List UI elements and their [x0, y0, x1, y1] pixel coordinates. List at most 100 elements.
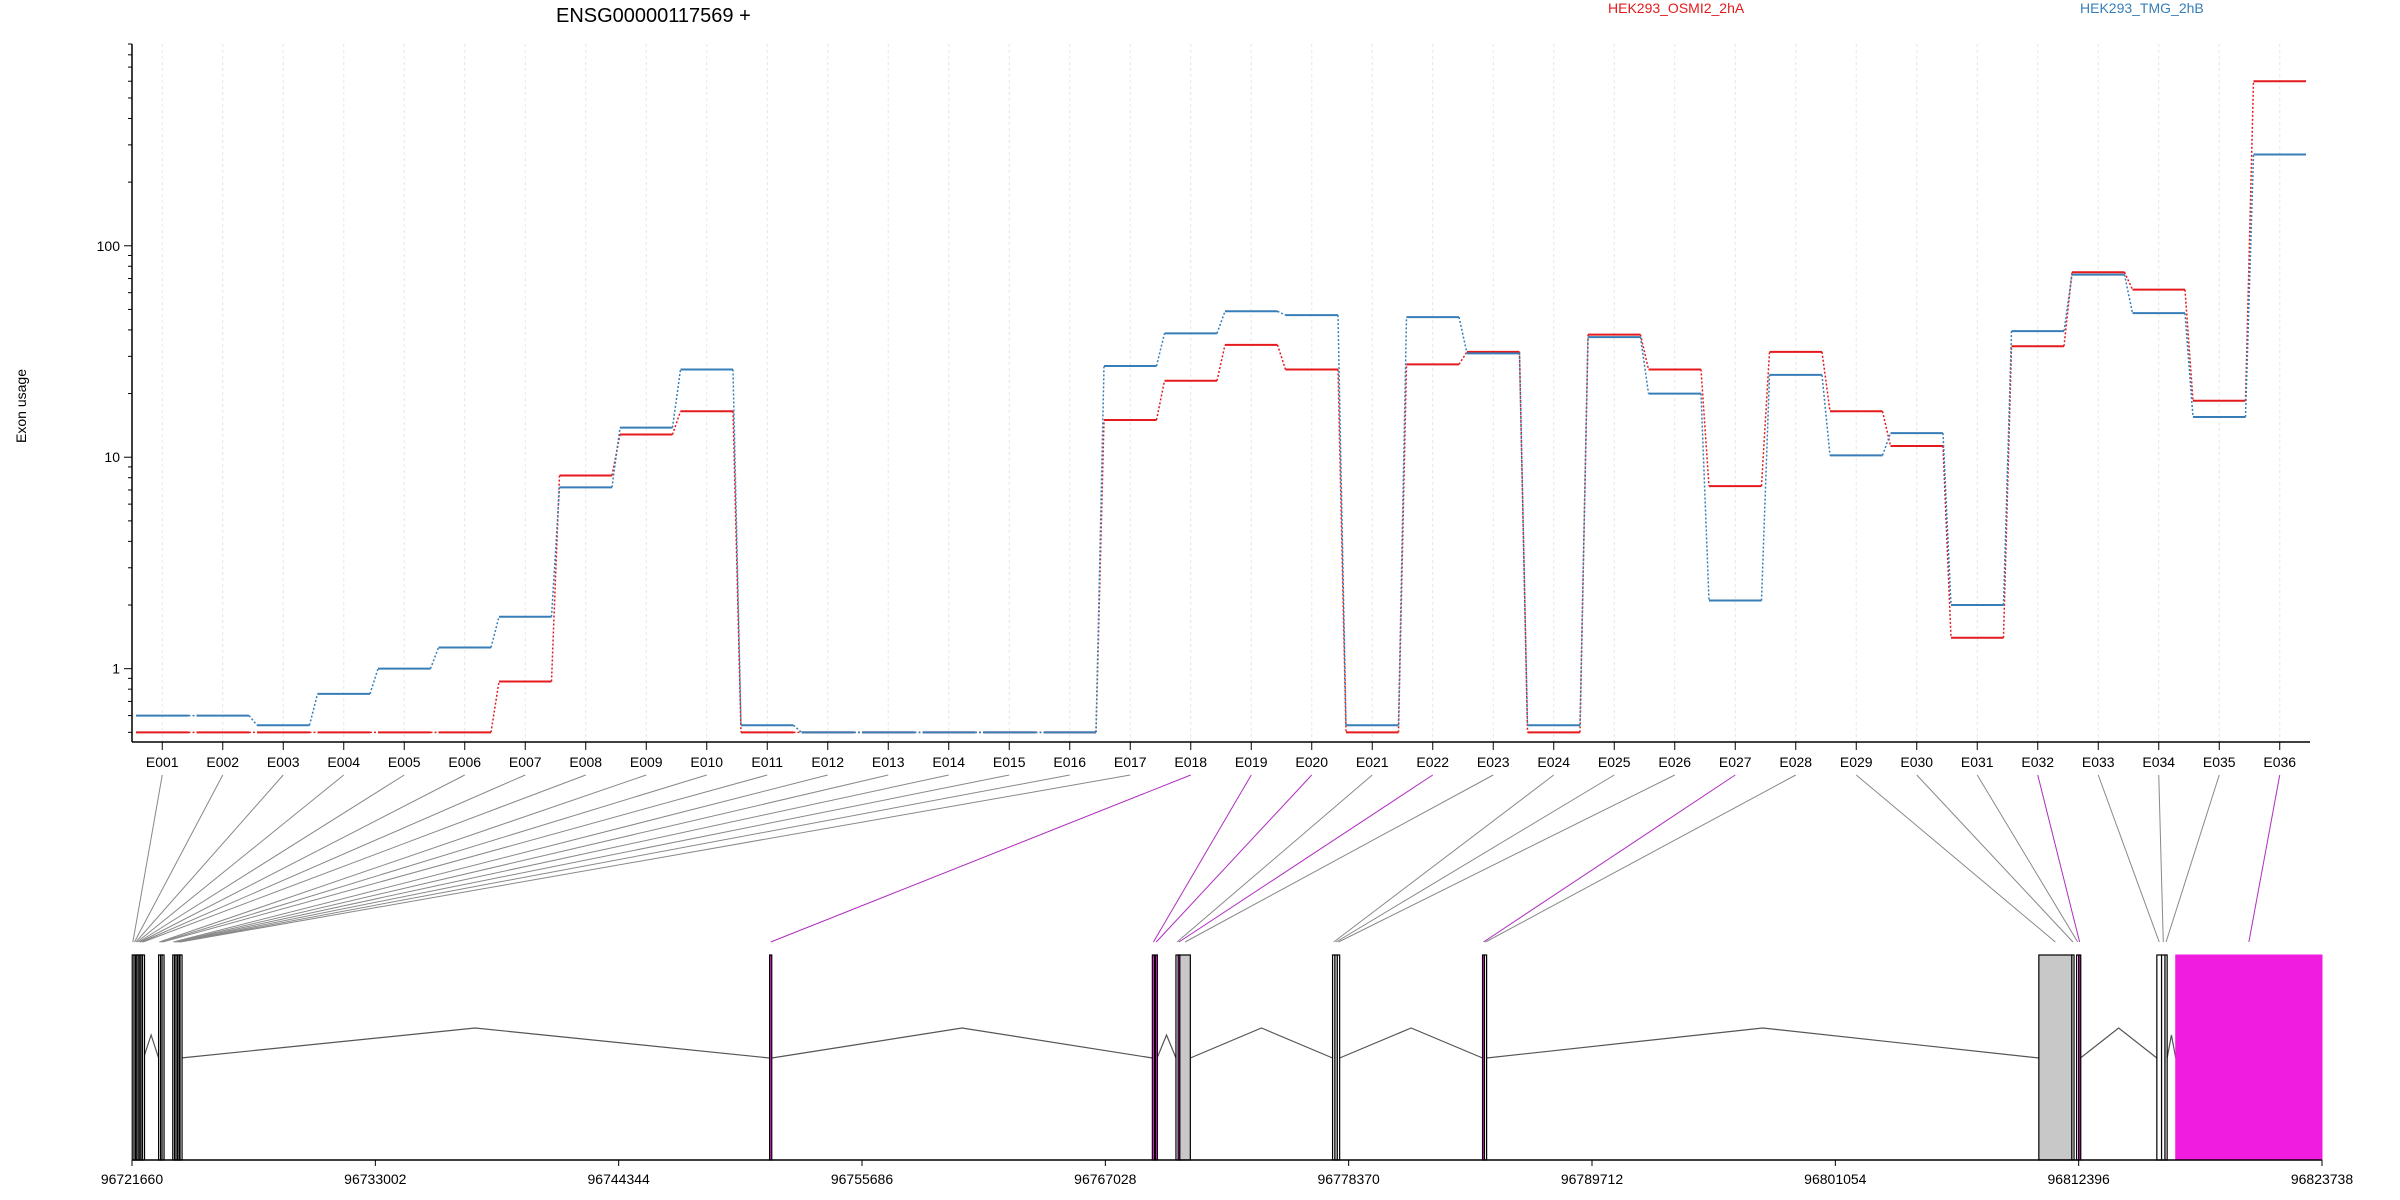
exon-labels: E001 E002 E003 E004 E005 E006 E007 E008 E009 E010…: [146, 742, 2296, 770]
exon-label: E020: [1295, 754, 1328, 770]
data-connector: [2244, 81, 2255, 401]
legend-entry-osmi2: HEK293_OSMI2_2hA: [1608, 0, 1745, 16]
legend-entry-tmg: HEK293_TMG_2hB: [2080, 0, 2204, 16]
exon-box: [141, 954, 146, 1161]
connector-line: [1976, 774, 2079, 943]
connector-line: [1184, 774, 1494, 943]
exon-label: E033: [2082, 754, 2115, 770]
genomic-tick-label: 96744344: [588, 1171, 651, 1187]
data-connector: [2123, 271, 2134, 290]
genomic-tick-label: 96789712: [1561, 1171, 1624, 1187]
data-connector: [1216, 344, 1226, 381]
connector-line: [142, 774, 586, 943]
exon-label: E009: [630, 754, 663, 770]
exon-box: [161, 954, 165, 1161]
data-connector: [1518, 351, 1529, 733]
data-connector: [308, 693, 319, 726]
data-connector: [1579, 337, 1589, 726]
exon-label: E002: [206, 754, 239, 770]
connector-line: [1333, 774, 1555, 943]
data-connector: [1337, 369, 1347, 733]
data-connector: [1881, 432, 1892, 456]
data-connector: [1216, 311, 1226, 334]
gene-model: [131, 954, 2323, 1161]
data-connector: [1639, 334, 1650, 370]
exon-box: [1483, 954, 1488, 1161]
exon-label: E024: [1537, 754, 1570, 770]
connector-line: [2097, 774, 2160, 943]
data-connector: [1276, 344, 1287, 370]
exon-box: [2071, 954, 2075, 1161]
exon-box: [1154, 954, 1158, 1161]
intron: [180, 1027, 770, 1059]
intron: [1339, 1027, 1483, 1059]
data-connector: [2244, 154, 2255, 418]
y-tick-label: 10: [104, 449, 120, 465]
data-connector: [1155, 380, 1166, 421]
data-connector: [1881, 411, 1892, 447]
connector-line: [160, 774, 707, 943]
exon-label: E010: [690, 754, 723, 770]
connector-line: [1338, 774, 1675, 943]
series-lines: [136, 80, 2306, 734]
data-connector: [2063, 274, 2073, 332]
intron: [1486, 1027, 2039, 1059]
exon-box: [2038, 954, 2073, 1161]
connector-line: [179, 774, 1070, 943]
data-connector: [1700, 369, 1710, 487]
connector-line: [1178, 774, 1434, 943]
axes: 1 10 100: [97, 43, 2310, 743]
exon-label: E015: [993, 754, 1026, 770]
connector-line: [141, 774, 526, 943]
y-tick-label: 1: [112, 661, 120, 677]
genomic-tick-label: 96721660: [101, 1171, 164, 1187]
data-connector: [248, 715, 258, 726]
connector-line: [139, 774, 465, 943]
data-connector: [550, 475, 561, 682]
connector-line: [134, 774, 224, 943]
data-connector: [1458, 316, 1468, 354]
connector-line: [1335, 774, 1615, 943]
exon-label: E025: [1598, 754, 1631, 770]
data-connector: [1700, 393, 1710, 601]
connector-line: [1153, 774, 1252, 943]
exon-label: E031: [1961, 754, 1994, 770]
connector-line: [770, 774, 1191, 943]
exon-label: E019: [1235, 754, 1268, 770]
data-connector: [671, 369, 682, 428]
data-connector: [1821, 374, 1831, 456]
exon-label: E004: [327, 754, 360, 770]
exon-box: [2175, 954, 2323, 1161]
chart-title: ENSG00000117569 +: [556, 5, 751, 27]
connector-line: [1483, 774, 1736, 943]
genomic-tick-label: 96778370: [1318, 1171, 1381, 1187]
genomic-axis: 96721660 96733002 96744344 96755686 96767028…: [101, 1159, 2354, 1187]
data-connector: [1337, 315, 1347, 726]
connector-line: [136, 774, 345, 943]
data-connector: [490, 616, 500, 648]
exon-box: [1179, 954, 1191, 1161]
exon-label: E005: [388, 754, 421, 770]
connector-line: [177, 774, 1010, 943]
exon-connectors: [132, 774, 2281, 943]
genomic-tick-label: 96823738: [2291, 1171, 2354, 1187]
exon-label: E036: [2263, 754, 2296, 770]
genomic-tick-label: 96755686: [831, 1171, 894, 1187]
y-tick-label: 100: [97, 238, 121, 254]
connector-line: [138, 774, 405, 943]
data-connector: [1821, 351, 1831, 412]
connector-line: [2158, 774, 2164, 943]
exon-label: E017: [1114, 754, 1147, 770]
connector-line: [2248, 774, 2281, 943]
data-connector: [732, 411, 742, 733]
y-axis-label: Exon usage: [13, 369, 29, 443]
data-connector: [611, 427, 621, 488]
exon-label: E012: [811, 754, 844, 770]
exon-label: E021: [1356, 754, 1389, 770]
connector-line: [2165, 774, 2220, 943]
exon-label: E026: [1658, 754, 1691, 770]
exon-box: [1336, 954, 1341, 1161]
connector-line: [1485, 774, 1796, 943]
connector-line: [159, 774, 647, 943]
